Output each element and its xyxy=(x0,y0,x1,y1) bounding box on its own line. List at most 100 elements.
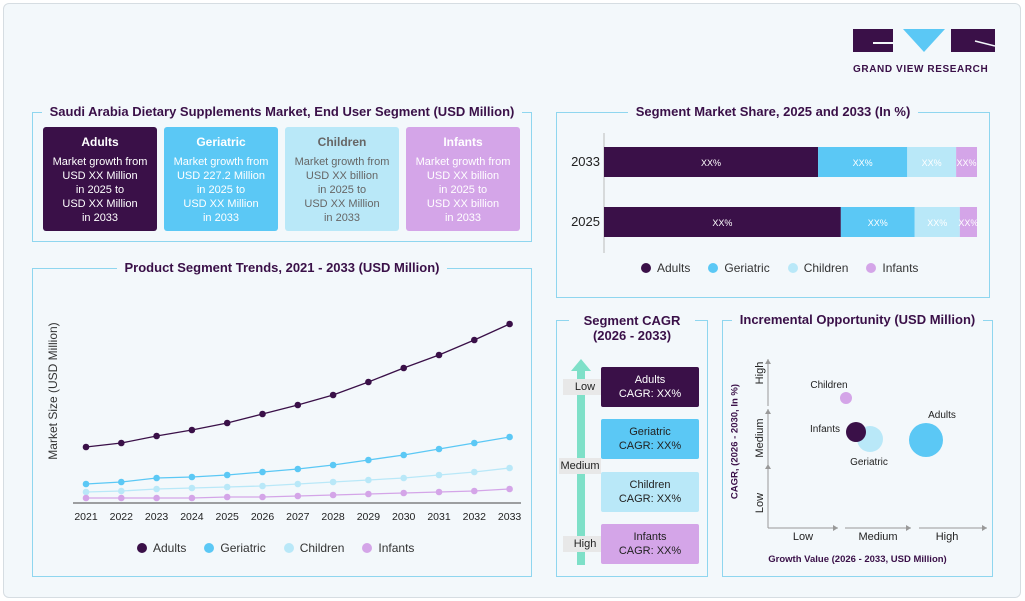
segment-card-adults: Adults Market growth from USD XX Million … xyxy=(43,127,157,231)
bar-segment-children xyxy=(907,147,957,177)
legend-item-geriatric: Geriatric xyxy=(708,261,770,275)
data-label: XX% xyxy=(927,218,947,228)
data-point-adults xyxy=(153,432,160,440)
share-legend: Adults Geriatric Children Infants xyxy=(641,261,918,275)
x-tick-label: 2024 xyxy=(180,511,204,523)
x-level-label: High xyxy=(936,531,959,543)
opportunity-title: Incremental Opportunity (USD Million) xyxy=(731,312,984,327)
bubble-label: Children xyxy=(810,380,847,391)
bubble-children xyxy=(840,392,852,404)
data-point-geriatric xyxy=(82,480,90,488)
data-label: XX% xyxy=(958,218,978,228)
y-level-label: Medium xyxy=(754,418,766,457)
trend-title: Product Segment Trends, 2021 - 2033 (USD… xyxy=(116,260,448,275)
legend-label: Adults xyxy=(153,541,187,555)
x-tick-label: 2023 xyxy=(145,511,169,523)
legend-swatch xyxy=(283,543,294,553)
data-point-children xyxy=(82,488,90,496)
x-tick-label: 2027 xyxy=(286,511,310,523)
legend-item-children: Children xyxy=(283,541,344,555)
data-label: XX% xyxy=(853,158,873,168)
data-point-children xyxy=(365,476,372,484)
data-point-geriatric xyxy=(400,451,408,459)
y-tick-label: 2033 xyxy=(571,154,600,169)
cagr-value: CAGR: XX% xyxy=(618,545,682,557)
arrow-icon xyxy=(833,525,838,531)
cagr-box-geriatric: Geriatric CAGR: XX% xyxy=(601,419,699,459)
x-tick-label: 2022 xyxy=(110,511,134,523)
data-point-adults xyxy=(223,419,231,427)
data-point-infants xyxy=(118,494,125,502)
x-tick-label: 2031 xyxy=(427,511,451,523)
card-title: Geriatric xyxy=(196,135,246,149)
legend-item-adults: Adults xyxy=(641,261,690,275)
segment-card-children: Children Market growth from USD XX billio… xyxy=(285,127,399,231)
cagr-value: CAGR: XX% xyxy=(618,493,682,505)
data-point-geriatric xyxy=(435,445,443,453)
cagr-segment: Infants xyxy=(633,531,667,543)
bubble-chart: Low Medium High Low Medium High Children Geriat… xyxy=(754,359,987,543)
cagr-segment: Geriatric xyxy=(629,426,671,438)
x-level-label: Low xyxy=(793,531,813,543)
data-point-adults xyxy=(118,439,125,447)
logo-mark-icon xyxy=(853,29,996,52)
cagr-level-medium: Medium xyxy=(559,458,601,474)
bubble-label: Geriatric xyxy=(850,457,888,468)
cagr-level-low: Low xyxy=(563,379,607,395)
data-point-infants xyxy=(506,485,513,493)
data-label: XX% xyxy=(868,218,888,228)
data-point-geriatric xyxy=(329,461,337,469)
legend-swatch xyxy=(708,263,719,273)
data-point-adults xyxy=(259,410,266,418)
x-tick-label: 2029 xyxy=(357,511,381,523)
series-line-adults xyxy=(85,323,510,448)
data-point-adults xyxy=(506,320,513,328)
data-point-infants xyxy=(188,494,196,502)
legend-swatch xyxy=(787,263,798,273)
data-point-infants xyxy=(259,493,266,501)
data-point-geriatric xyxy=(223,471,231,479)
data-point-adults xyxy=(188,426,196,434)
bar-segment-adults xyxy=(604,147,819,177)
data-point-geriatric xyxy=(188,473,196,481)
data-label: XX% xyxy=(701,158,721,168)
bar-segment-children xyxy=(914,207,960,237)
card-text: Market growth from USD XX billion in 202… xyxy=(294,156,390,224)
data-point-geriatric xyxy=(294,465,302,473)
data-point-children xyxy=(118,487,125,495)
legend-label: Geriatric xyxy=(220,541,266,555)
cagr-value: CAGR: XX% xyxy=(618,440,682,452)
legend-swatch xyxy=(362,543,373,553)
card-text: Market growth from USD XX Million in 202… xyxy=(52,156,148,224)
data-point-adults xyxy=(471,336,478,344)
bubble-label: Adults xyxy=(928,410,956,421)
data-point-children xyxy=(294,480,302,488)
x-axis-label: Growth Value (2026 - 2033, USD Million) xyxy=(768,554,947,565)
data-point-infants xyxy=(294,492,302,500)
y-level-label: High xyxy=(754,362,766,385)
end-user-title: Saudi Arabia Dietary Supplements Market,… xyxy=(41,104,523,119)
cagr-box-infants: Infants CAGR: XX% xyxy=(601,524,699,564)
cagr-box-children: Children CAGR: XX% xyxy=(601,472,699,512)
data-point-infants xyxy=(435,488,443,496)
data-point-adults xyxy=(400,364,408,372)
legend-item-adults: Adults xyxy=(137,541,186,555)
card-title: Adults xyxy=(81,135,119,149)
data-point-children xyxy=(329,478,337,486)
data-point-geriatric xyxy=(153,474,160,482)
legend-label: Children xyxy=(803,261,849,275)
data-point-children xyxy=(435,471,443,479)
legend-swatch xyxy=(204,543,215,553)
data-point-geriatric xyxy=(365,456,372,464)
x-tick-label: 2033 xyxy=(498,511,522,523)
legend-item-infants: Infants xyxy=(866,261,918,275)
x-tick-label: 2025 xyxy=(216,511,240,523)
bar-segment-geriatric xyxy=(818,147,908,177)
data-point-geriatric xyxy=(471,439,478,447)
cagr-panel: Segment CAGR (2026 - 2033) Low Medium High… xyxy=(556,313,708,577)
data-point-children xyxy=(153,485,160,493)
arrow-icon xyxy=(982,525,987,531)
x-tick-label: 2021 xyxy=(74,511,98,523)
share-title: Segment Market Share, 2025 and 2033 (In … xyxy=(627,104,919,119)
logo-text: GRAND VIEW RESEARCH xyxy=(853,64,989,75)
